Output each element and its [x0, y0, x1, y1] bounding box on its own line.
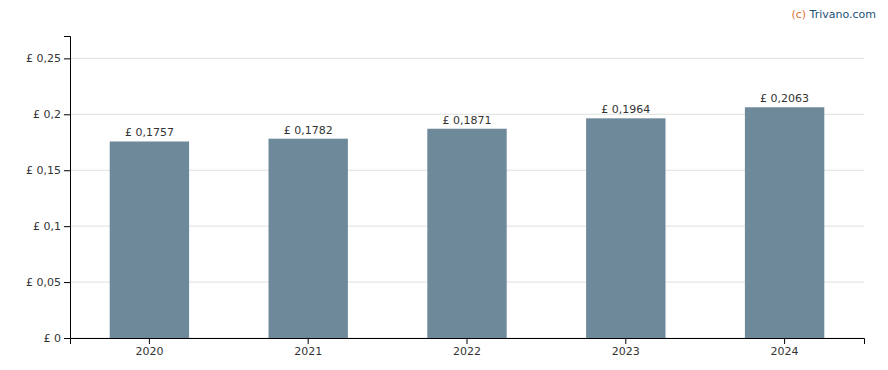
- y-tick: £ 0,1: [33, 220, 70, 233]
- watermark: (c) Trivano.com: [791, 8, 876, 21]
- x-tick: 2024: [771, 338, 799, 358]
- data-label: £ 0,2063: [760, 92, 809, 105]
- bar: [427, 129, 506, 338]
- y-tick-label: £ 0,1: [33, 220, 61, 233]
- y-tick-mark: [64, 170, 70, 171]
- x-tick: 2022: [453, 338, 481, 358]
- x-tick: 2020: [135, 338, 163, 358]
- y-tick: £ 0,05: [26, 276, 70, 289]
- y-tick: £ 0: [44, 332, 71, 345]
- y-tick-mark: [64, 282, 70, 283]
- bar: [110, 141, 189, 338]
- data-label: £ 0,1757: [125, 126, 174, 139]
- y-tick: £ 0,25: [26, 52, 70, 65]
- y-axis: £ 0 £ 0,05 £ 0,1 £ 0,15 £ 0,2 £ 0,25: [26, 37, 71, 346]
- bar: [745, 107, 824, 338]
- grid-line: [70, 58, 864, 59]
- y-tick: £ 0,2: [33, 108, 70, 121]
- bars: [110, 107, 825, 338]
- x-tick: 2023: [612, 338, 640, 358]
- x-axis-line: [71, 339, 865, 345]
- y-tick-label: £ 0: [44, 332, 62, 345]
- x-tick-mark: [467, 338, 468, 344]
- data-label: £ 0,1782: [284, 124, 333, 137]
- y-tick-mark: [64, 226, 70, 227]
- data-label: £ 0,1964: [601, 103, 650, 116]
- grid: [70, 58, 864, 338]
- y-tick-label: £ 0,25: [26, 52, 61, 65]
- plot-area: £ 0£ 0,05£ 0,1£ 0,15£ 0,2£ 0,25202020212…: [26, 37, 865, 358]
- x-tick-label: 2020: [135, 345, 163, 358]
- x-axis: 2020 2021 2022 2023 2024: [71, 338, 865, 358]
- y-axis-line: [64, 37, 71, 339]
- x-tick-mark: [308, 338, 309, 344]
- chart-svg: £ 0£ 0,05£ 0,1£ 0,15£ 0,2£ 0,25202020212…: [0, 0, 888, 370]
- data-label: £ 0,1871: [443, 114, 492, 127]
- y-tick-mark: [64, 338, 70, 339]
- x-tick-label: 2023: [612, 345, 640, 358]
- y-tick-label: £ 0,15: [26, 164, 61, 177]
- x-tick: 2021: [294, 338, 322, 358]
- chart-container: £ 0£ 0,05£ 0,1£ 0,15£ 0,2£ 0,25202020212…: [0, 0, 888, 370]
- bar: [269, 139, 348, 338]
- bar: [586, 118, 665, 338]
- y-tick-mark: [64, 114, 70, 115]
- watermark-part: Trivano.com: [809, 8, 876, 21]
- x-tick-mark: [784, 338, 785, 344]
- y-tick: £ 0,15: [26, 164, 70, 177]
- x-tick-label: 2021: [294, 345, 322, 358]
- x-tick-mark: [149, 338, 150, 344]
- x-tick-label: 2024: [771, 345, 799, 358]
- y-tick-label: £ 0,2: [33, 108, 61, 121]
- watermark-part: (c): [791, 8, 809, 21]
- data-labels: £ 0,1757 £ 0,1782 £ 0,1871 £ 0,1964 £ 0,2063: [125, 92, 809, 139]
- y-tick-label: £ 0,05: [26, 276, 61, 289]
- x-tick-label: 2022: [453, 345, 481, 358]
- y-tick-mark: [64, 58, 70, 59]
- x-tick-mark: [625, 338, 626, 344]
